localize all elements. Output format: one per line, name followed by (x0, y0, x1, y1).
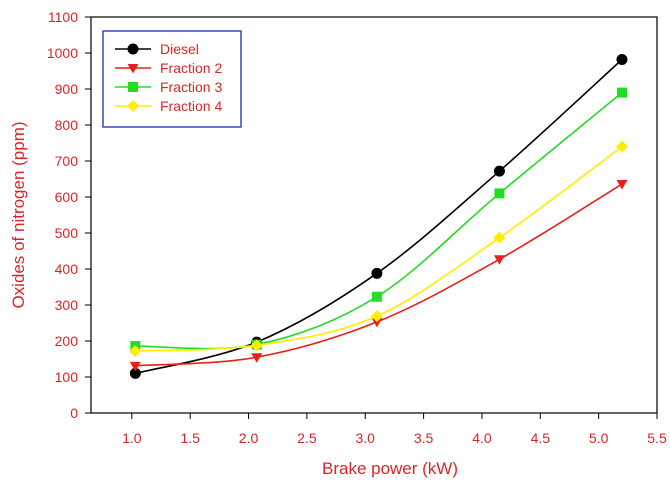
data-point-diesel (616, 53, 628, 65)
data-point-fraction-2 (371, 317, 383, 328)
data-point-fraction-2 (616, 180, 628, 190)
x-tick-label: 5.0 (589, 430, 609, 446)
legend-marker (127, 100, 139, 112)
y-tick-label: 400 (55, 261, 79, 277)
y-tick-label: 700 (55, 153, 79, 169)
plot-frame (90, 16, 658, 414)
data-point-fraction-2 (129, 361, 141, 372)
x-tick-label: 4.5 (531, 430, 551, 446)
y-tick-label: 1100 (48, 9, 78, 25)
legend-item-fraction-4: Fraction 4 (115, 98, 222, 114)
series-fraction-4 (129, 140, 628, 358)
x-tick-label: 2.0 (239, 430, 259, 446)
x-tick-label: 4.0 (472, 430, 492, 446)
x-tick-label: 3.5 (414, 430, 434, 446)
x-tick-label: 2.5 (297, 430, 317, 446)
y-tick-label: 600 (55, 189, 79, 205)
data-point-fraction-4 (250, 339, 263, 352)
legend-marker (128, 82, 138, 92)
legend-label: Fraction 4 (160, 98, 222, 114)
legend-item-fraction-2: Fraction 2 (115, 60, 222, 76)
x-tick-label: 1.0 (122, 430, 142, 446)
data-point-diesel (371, 267, 383, 279)
y-tick-label: 1000 (47, 45, 78, 61)
data-point-fraction-2 (251, 353, 263, 363)
legend-label: Diesel (160, 41, 199, 57)
legend-label: Fraction 2 (160, 60, 222, 76)
y-axis-label: Oxides of nitrogen (ppm) (9, 121, 28, 308)
y-tick-label: 200 (55, 333, 79, 349)
legend-box (102, 30, 242, 128)
y-tick-label: 0 (70, 405, 78, 421)
x-tick-label: 3.0 (356, 430, 376, 446)
data-point-fraction-2 (493, 255, 505, 265)
x-axis-label: Brake power (kW) (322, 459, 458, 478)
data-point-fraction-4 (493, 231, 506, 244)
data-point-fraction-4 (615, 140, 628, 153)
legend-label: Fraction 3 (160, 79, 222, 95)
data-point-fraction-3 (494, 188, 505, 199)
legend-item-diesel: Diesel (115, 41, 199, 57)
legend-item-fraction-3: Fraction 3 (115, 79, 222, 95)
data-point-fraction-3 (371, 291, 382, 302)
y-tick-label: 800 (55, 117, 79, 133)
x-tick-label: 1.5 (180, 430, 200, 446)
legend-marker (127, 64, 139, 74)
data-point-fraction-4 (129, 345, 142, 358)
y-tick-label: 500 (55, 225, 79, 241)
y-tick-label: 900 (55, 81, 79, 97)
y-tick-label: 100 (55, 369, 79, 385)
legend-marker (127, 43, 139, 55)
x-tick-label: 5.5 (647, 430, 667, 446)
series-line-fraction-3 (135, 91, 623, 350)
data-point-diesel (493, 165, 505, 177)
data-point-fraction-3 (616, 87, 627, 98)
y-tick-label: 300 (55, 297, 79, 313)
data-point-fraction-4 (370, 310, 383, 323)
